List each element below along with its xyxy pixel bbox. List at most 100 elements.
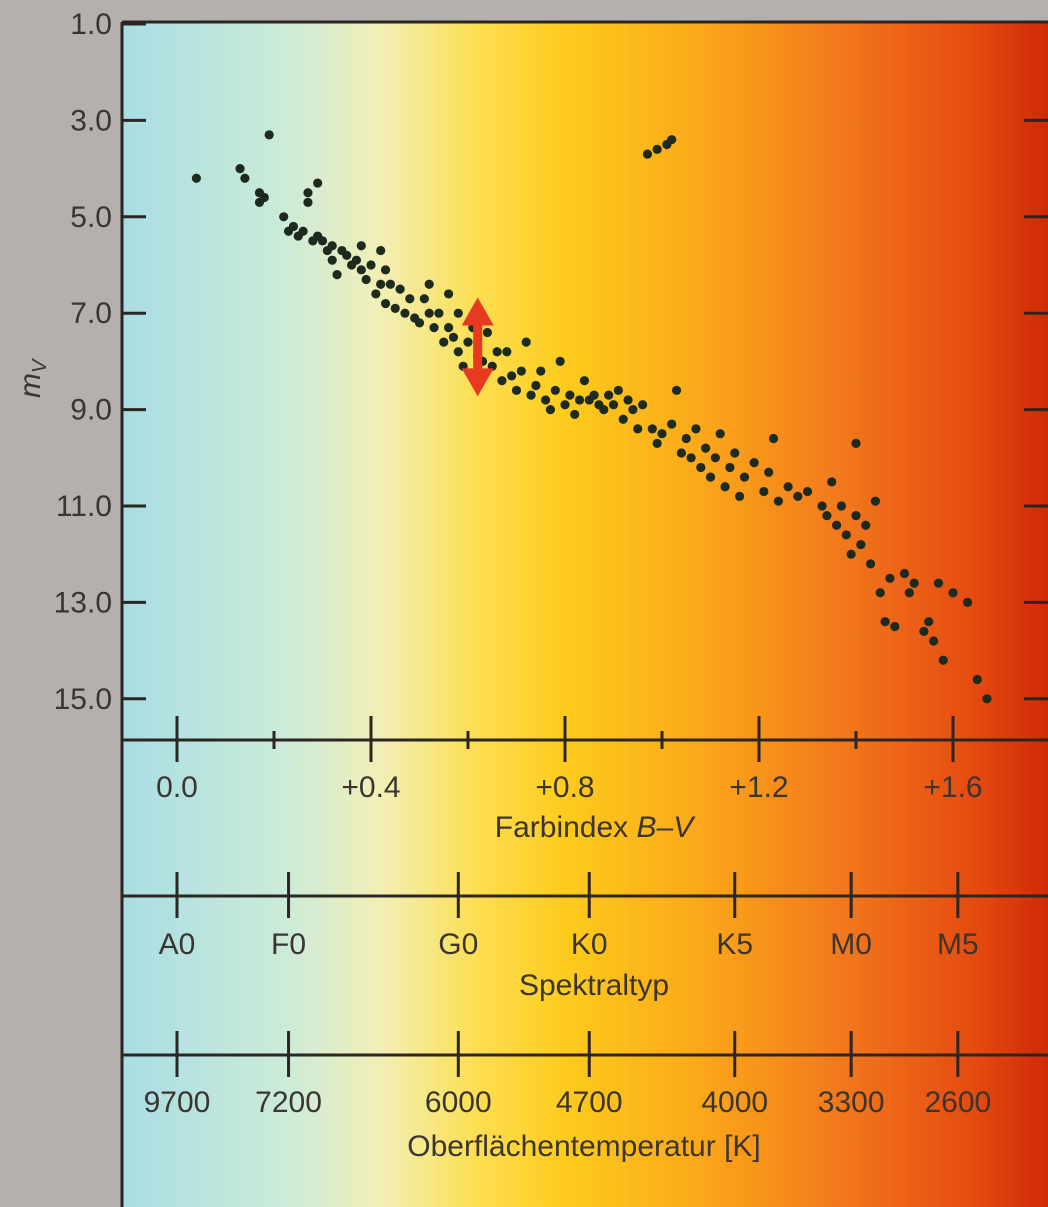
data-point [735, 491, 745, 501]
data-point [638, 400, 648, 410]
color-index-axis-tick-label: +0.4 [341, 771, 400, 804]
y-tick-label: 11.0 [56, 490, 112, 523]
data-point [836, 501, 847, 511]
spectral-type-axis-tick-label: M0 [830, 928, 872, 961]
color-index-axis-tick-label: +1.2 [729, 771, 788, 804]
y-tick-label: 5.0 [70, 201, 112, 234]
y-tick-label: 7.0 [70, 297, 112, 330]
data-point [899, 568, 910, 579]
data-point [371, 289, 381, 299]
data-point [962, 597, 973, 608]
data-point [448, 332, 459, 342]
spectral-type-axis-tick-label: K5 [716, 928, 753, 961]
data-point [623, 395, 633, 405]
color-index-axis: 0.0 +0.4 +0.8 +1.2 +1.6 [122, 716, 1048, 804]
data-point [749, 458, 759, 468]
y-axis-title: mV [14, 358, 51, 398]
data-point [604, 390, 614, 400]
temperature-axis-tick-label: 2600 [924, 1086, 991, 1119]
temperature-axis-title: Oberflächentemperatur [K] [407, 1130, 761, 1163]
data-point [730, 448, 740, 458]
data-point [429, 323, 439, 333]
data-point [317, 236, 328, 246]
spectral-type-axis-title: Spektraltyp [519, 969, 669, 1002]
data-point [671, 385, 682, 395]
y-tick-label: 15.0 [54, 683, 112, 716]
data-point [521, 337, 531, 347]
data-point [720, 482, 730, 492]
data-point [773, 496, 784, 506]
data-point [841, 530, 851, 540]
data-point [191, 173, 201, 183]
data-point [822, 511, 832, 521]
data-point [686, 453, 696, 463]
data-point [574, 395, 585, 405]
data-point [526, 390, 536, 400]
data-point [846, 549, 856, 559]
data-point [385, 279, 395, 289]
data-point [904, 588, 914, 598]
data-point [259, 192, 269, 203]
data-point [327, 255, 337, 265]
data-point [376, 245, 386, 256]
data-point [759, 486, 769, 497]
data-point [279, 212, 289, 222]
color-index-axis-title: Farbindex B–V [495, 811, 696, 844]
data-point [827, 477, 837, 487]
data-point [652, 438, 662, 448]
data-point [497, 376, 507, 386]
data-point [414, 318, 425, 328]
data-point [298, 226, 308, 236]
data-point [424, 279, 434, 289]
temperature-axis: 9700 7200 6000 4700 4000 3300 2600 [122, 1031, 1048, 1119]
data-point [696, 462, 706, 473]
data-point [681, 433, 691, 444]
color-index-axis-tick-label: +0.8 [535, 771, 594, 804]
data-point [356, 241, 366, 251]
data-point [933, 578, 944, 588]
y-axis-tick-labels: 1.0 3.0 5.0 7.0 9.0 11.0 13.0 15.0 [54, 8, 112, 716]
arrow-head-up [461, 297, 494, 326]
data-point [579, 376, 590, 386]
data-point [768, 433, 779, 444]
data-point [608, 400, 619, 410]
data-point [589, 390, 599, 400]
data-point [705, 472, 716, 482]
data-point [400, 308, 410, 318]
data-point [380, 265, 391, 275]
color-index-axis-tick-label: 0.0 [156, 771, 198, 804]
data-point [240, 173, 250, 183]
data-point [303, 197, 313, 207]
temperature-axis-tick-label: 4000 [701, 1086, 768, 1119]
data-point [356, 265, 366, 275]
data-point [511, 385, 522, 395]
temperature-axis-tick-label: 4700 [556, 1086, 623, 1119]
data-point [701, 443, 711, 453]
data-point [507, 371, 517, 381]
data-point [570, 409, 580, 420]
data-point [715, 429, 725, 439]
data-point [802, 486, 813, 497]
data-point [783, 482, 793, 492]
data-point [861, 520, 871, 530]
data-point [647, 424, 657, 434]
data-point [667, 419, 677, 429]
data-point [832, 520, 842, 530]
data-point [599, 405, 609, 415]
data-point [618, 414, 628, 424]
y-tick-label: 13.0 [54, 586, 112, 619]
data-point [351, 255, 362, 265]
data-point [482, 327, 492, 338]
data-point [444, 323, 454, 333]
data-point [633, 424, 643, 434]
data-point [764, 467, 774, 477]
data-point [444, 289, 454, 299]
data-point [313, 178, 323, 188]
data-point [982, 694, 992, 704]
data-point [516, 366, 526, 376]
data-point [502, 347, 512, 357]
data-point [856, 539, 866, 550]
data-points [191, 130, 992, 704]
spectral-type-axis-tick-label: M5 [937, 928, 979, 961]
